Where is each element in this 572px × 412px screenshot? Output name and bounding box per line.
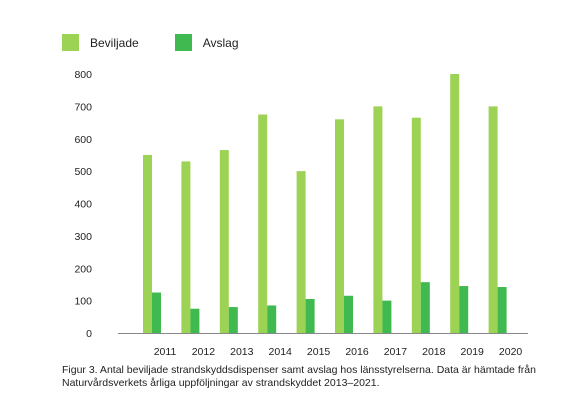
y-tick-label: 800: [74, 69, 92, 81]
y-tick-label: 0: [86, 328, 92, 340]
x-axis-ticks: 2011 2012 2013 2014 2015 2016 2017 2018 2019 2020: [154, 346, 523, 358]
x-tick-label: 2019: [461, 346, 485, 358]
y-tick-label: 300: [74, 231, 92, 243]
bar-avslag-2019: [459, 286, 469, 333]
x-tick-label: 2014: [269, 346, 293, 358]
y-axis-ticks: 0 100 200 300 400 500 600 700 800: [74, 69, 92, 340]
bar-beviljade-2012: [181, 161, 191, 333]
legend-label-beviljade: Beviljade: [90, 35, 139, 50]
legend-swatch-beviljade: [62, 34, 79, 51]
bar-beviljade-2013: [219, 150, 229, 333]
bar-beviljade-2017: [373, 106, 383, 333]
y-tick-label: 100: [74, 296, 92, 308]
legend-item-beviljade: Beviljade: [62, 34, 139, 51]
bars: [143, 74, 507, 333]
y-tick-label: 400: [74, 199, 92, 211]
chart-legend: Beviljade Avslag: [62, 34, 275, 51]
legend-swatch-avslag: [174, 34, 192, 51]
bar-beviljade-2016: [335, 119, 344, 333]
bar-avslag-2013: [228, 307, 238, 333]
x-tick-label: 2011: [154, 346, 177, 358]
bar-beviljade-2018: [411, 117, 421, 333]
bar-beviljade-2019: [450, 74, 460, 333]
bar-beviljade-2020: [488, 106, 498, 333]
y-tick-label: 600: [74, 134, 92, 146]
x-tick-label: 2013: [230, 346, 254, 358]
bar-beviljade-2011: [143, 154, 152, 333]
y-tick-label: 500: [74, 166, 92, 178]
bar-avslag-2020: [497, 287, 507, 333]
x-tick-label: 2020: [499, 346, 523, 358]
bar-avslag-2017: [382, 300, 392, 333]
bar-avslag-2018: [420, 282, 430, 333]
bar-avslag-2012: [190, 308, 200, 333]
bar-avslag-2011: [152, 292, 161, 333]
bar-beviljade-2015: [296, 171, 306, 333]
x-tick-label: 2018: [422, 346, 446, 358]
x-tick-label: 2016: [345, 346, 369, 358]
x-tick-label: 2015: [307, 346, 331, 358]
bar-avslag-2014: [267, 305, 277, 333]
bar-avslag-2016: [344, 295, 353, 333]
y-tick-label: 700: [74, 101, 92, 113]
figure-caption: Figur 3. Antal beviljade strandskyddsdis…: [62, 364, 536, 389]
x-tick-label: 2012: [192, 346, 216, 358]
bar-avslag-2015: [305, 299, 315, 333]
legend-label-avslag: Avslag: [202, 35, 239, 50]
legend-item-avslag: Avslag: [174, 34, 239, 51]
x-tick-label: 2017: [384, 346, 408, 358]
bar-beviljade-2014: [258, 114, 268, 333]
y-tick-label: 200: [74, 263, 92, 275]
